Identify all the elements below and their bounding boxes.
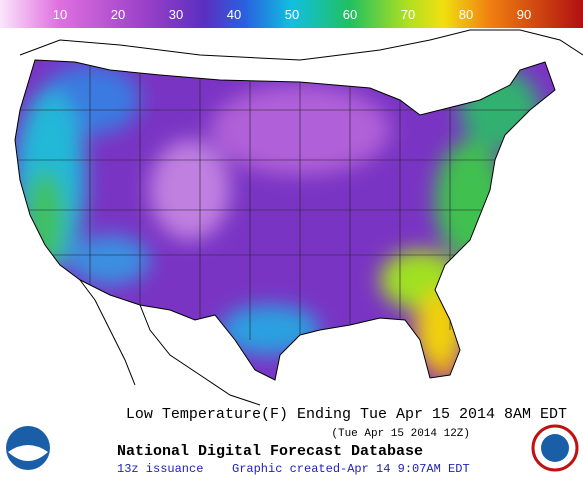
- canada-outline: [19, 29, 583, 61]
- legend-tick-label: 80: [459, 7, 473, 22]
- legend-tick-label: 40: [227, 7, 241, 22]
- caption-valid: (Tue Apr 15 2014 12Z): [331, 428, 470, 440]
- caption-source: National Digital Forecast Database: [117, 443, 423, 460]
- legend-tick-label: 60: [343, 7, 357, 22]
- caption-issuance: 13z issuance: [117, 462, 203, 476]
- legend-tick-label: 90: [517, 7, 531, 22]
- temperature-field: [15, 60, 555, 380]
- color-bar: [0, 0, 583, 28]
- legend-tick-label: 50: [285, 7, 299, 22]
- caption-title: Low Temperature(F) Ending Tue Apr 15 201…: [126, 406, 567, 423]
- legend-tick-label: 30: [169, 7, 183, 22]
- legend-tick-label: 10: [53, 7, 67, 22]
- state-lines: [15, 60, 555, 340]
- mexico-outline: [79, 279, 261, 406]
- caption-created: Graphic created-Apr 14 9:07AM EDT: [232, 462, 470, 476]
- legend-tick-label: 20: [111, 7, 125, 22]
- legend-tick-label: 70: [401, 7, 415, 22]
